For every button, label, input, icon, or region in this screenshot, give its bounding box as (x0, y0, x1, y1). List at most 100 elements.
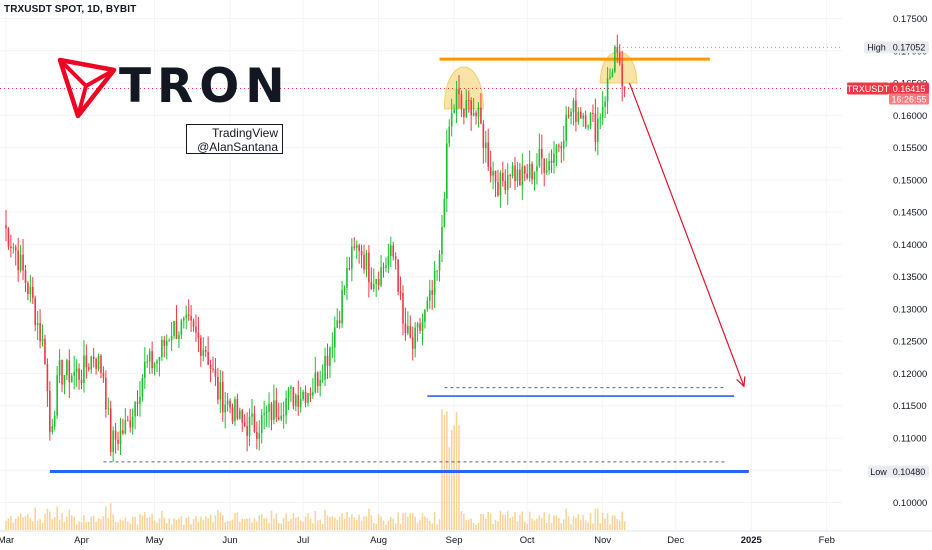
low-label: Low (870, 467, 887, 477)
volume-bar (489, 513, 492, 530)
candle-body (419, 323, 421, 331)
candle-body (236, 399, 239, 419)
candle-body (39, 323, 41, 342)
candle-body (246, 425, 248, 436)
candle-body (243, 422, 246, 426)
volume-bar (368, 508, 370, 530)
volume-bar (12, 522, 15, 530)
candle-body (394, 256, 397, 260)
candle-body (314, 372, 317, 393)
volume-bar (370, 515, 373, 530)
volume-bar (582, 515, 585, 530)
candle-body (75, 368, 78, 372)
volume-bar (609, 524, 611, 530)
volume-bar (170, 524, 173, 530)
candle-body (411, 337, 414, 349)
candle-body (165, 340, 168, 346)
volume-bar (421, 513, 424, 530)
candle-body (592, 112, 594, 114)
candle-body (307, 393, 309, 403)
candle-body (421, 321, 424, 331)
volume-bar (531, 518, 533, 530)
candle-body (129, 420, 132, 428)
volume-bar (19, 513, 22, 530)
volume-bar (545, 522, 548, 530)
candle-body (234, 399, 236, 422)
volume-bar (5, 520, 7, 530)
candle-body (95, 358, 97, 369)
volume-bar (331, 516, 334, 530)
volume-bar (51, 519, 54, 530)
candle-body (5, 225, 7, 229)
volume-bar (428, 520, 431, 530)
candles[interactable] (5, 34, 626, 462)
x-tick-label: 2025 (741, 535, 763, 546)
volume-bar (95, 521, 97, 530)
candle-body (484, 142, 487, 148)
volume-bar (477, 522, 480, 530)
candle-body (29, 286, 32, 294)
candle-body (19, 254, 22, 271)
candle-body (241, 410, 244, 423)
candle-body (22, 254, 24, 271)
volume-bar (548, 514, 550, 530)
volume-bar (575, 517, 577, 530)
volume-bar (594, 508, 597, 530)
watermark-line-2: @AlanSantana (197, 140, 278, 154)
candle-body (436, 270, 438, 272)
volume-bar (560, 523, 563, 530)
volume-bar (185, 517, 188, 530)
candle-body (324, 355, 326, 380)
candle-body (265, 411, 268, 413)
candle-body (200, 337, 202, 356)
volume-bar (297, 516, 300, 530)
volume-bar (597, 508, 599, 530)
volume-bar (200, 516, 202, 530)
candle-body (217, 376, 219, 400)
candle-body (360, 251, 363, 255)
volume-bar (151, 513, 153, 530)
candle-body (558, 145, 560, 147)
volume-bar (533, 520, 536, 530)
y-tick-label: 0.15500 (893, 143, 927, 154)
high-value: 0.17052 (893, 43, 926, 53)
candle-body (521, 166, 524, 186)
volume-bar (129, 523, 132, 530)
volume-bar (377, 514, 380, 530)
candle-body (61, 359, 63, 385)
volume-bar (402, 512, 404, 530)
candle-body (92, 356, 95, 359)
candle-body (105, 377, 107, 410)
candle-body (224, 404, 226, 413)
volume-bar (163, 517, 166, 530)
volume-bar (90, 516, 93, 530)
candle-body (572, 100, 575, 113)
candle-body (319, 379, 321, 387)
candle-body (292, 387, 295, 407)
candle-body (538, 149, 541, 167)
candle-body (12, 247, 15, 249)
volume-bar (273, 518, 275, 530)
volume-bar (550, 522, 553, 530)
candle-body (385, 265, 387, 268)
candle-body (185, 314, 188, 318)
countdown: 16:26:55 (891, 94, 926, 104)
high-label-bg (864, 41, 889, 54)
volume-bar (100, 519, 102, 530)
y-tick-label: 0.13000 (893, 304, 927, 315)
volume-bar (88, 521, 90, 530)
volume-bar (589, 512, 592, 530)
candle-body (536, 166, 538, 172)
volume-bar (363, 516, 365, 530)
volume-bar (579, 520, 582, 530)
volume-bar (83, 515, 85, 530)
volume-bar (448, 447, 451, 530)
volume-bar (224, 522, 226, 530)
volume-bar (480, 513, 482, 530)
candle-body (209, 364, 212, 369)
volume-bar (14, 518, 17, 530)
volume-bar (614, 515, 616, 530)
candle-body (338, 320, 341, 324)
volume-bar (494, 519, 497, 530)
